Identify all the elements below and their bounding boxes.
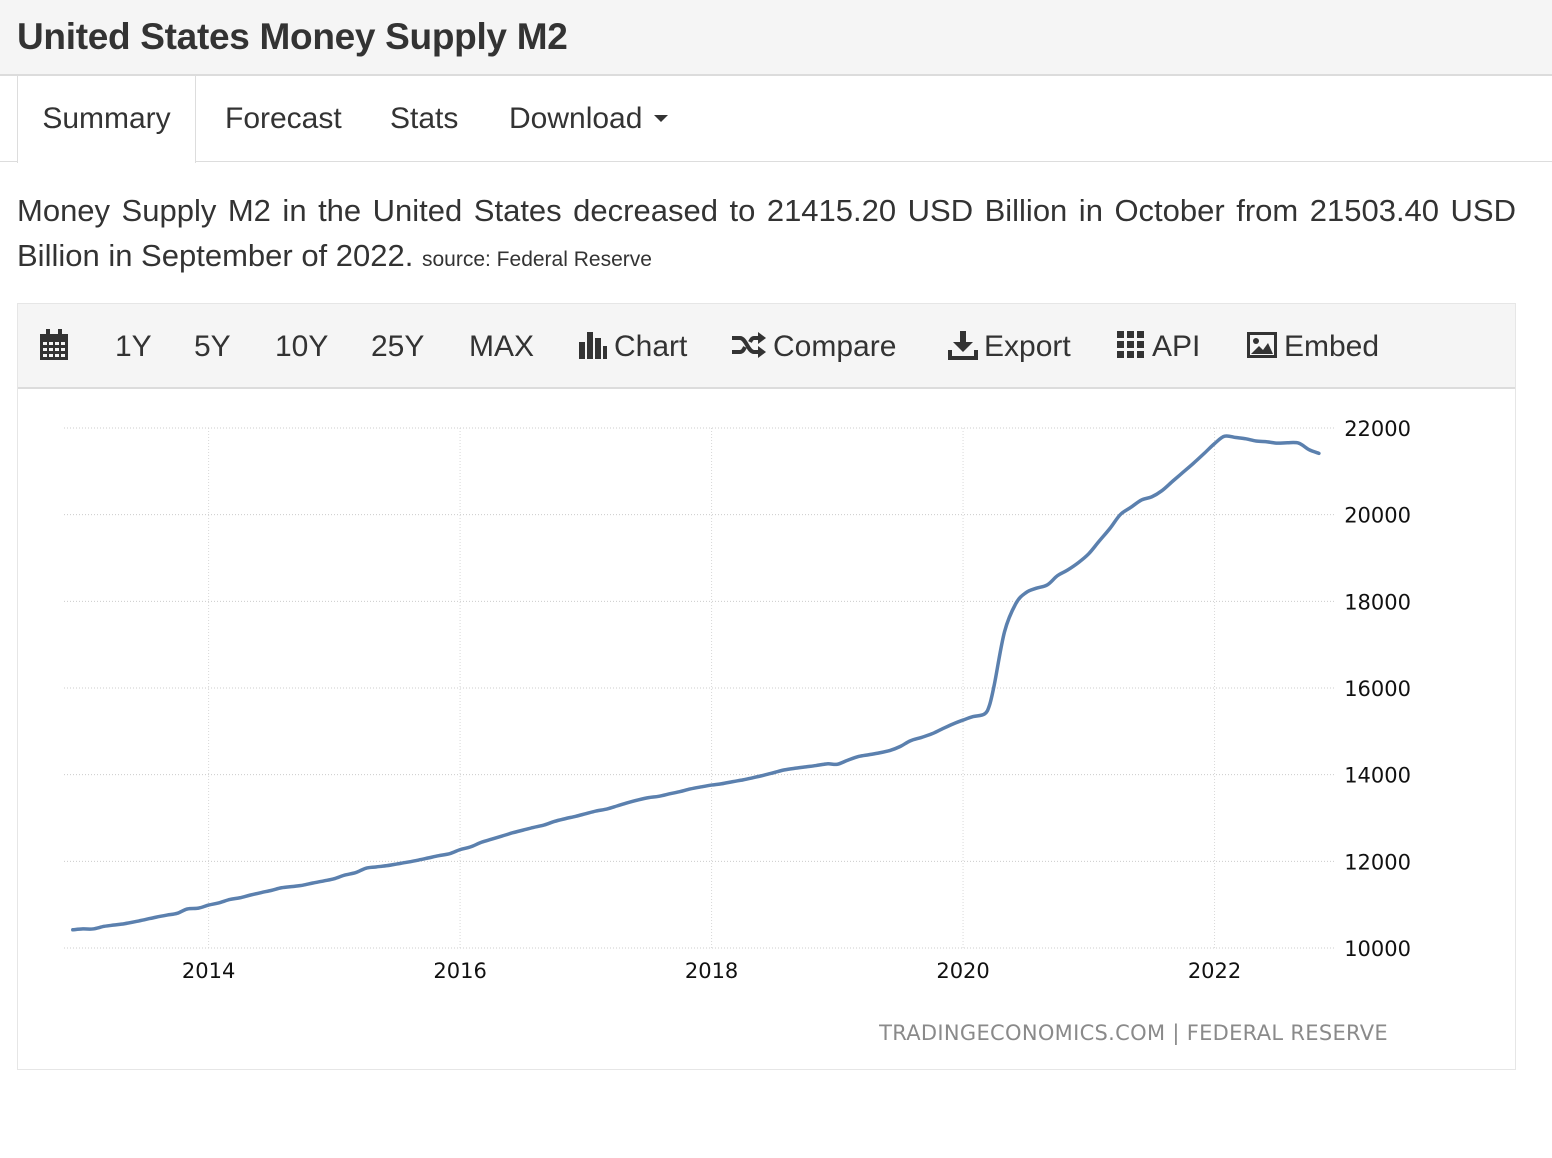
caret-down-icon	[654, 114, 669, 122]
x-tick-label: 2016	[433, 959, 486, 983]
tab-stats[interactable]: Stats	[390, 102, 459, 135]
axis-layer: 10000 12000 14000 16000 18000 20000 22000 2014 2…	[182, 417, 1411, 983]
range-10y-button[interactable]: 10Y	[275, 330, 329, 363]
grid-icon	[1117, 331, 1144, 359]
range-25y-button[interactable]: 25Y	[371, 330, 425, 363]
summary-paragraph: Money Supply M2 in the United States dec…	[17, 188, 1516, 282]
calendar-button[interactable]	[39, 304, 69, 389]
y-tick-label: 22000	[1344, 417, 1411, 441]
y-tick-label: 16000	[1344, 677, 1411, 701]
shuffle-icon	[732, 332, 766, 359]
tab-forecast[interactable]: Forecast	[225, 102, 342, 135]
range-max-button[interactable]: MAX	[469, 330, 535, 363]
grid-layer	[64, 427, 1334, 949]
tab-bar: Summary Forecast Stats Download	[0, 76, 1552, 163]
y-tick-label: 12000	[1344, 850, 1411, 874]
y-tick-label: 14000	[1344, 764, 1411, 788]
y-tick-label: 20000	[1344, 504, 1411, 528]
range-1y-button[interactable]: 1Y	[115, 330, 152, 363]
chart-container: 1Y 5Y 10Y 25Y MAX Chart Compare	[17, 303, 1516, 1070]
chart-toolbar: 1Y 5Y 10Y 25Y MAX Chart Compare	[18, 304, 1515, 389]
y-tick-label: 18000	[1344, 590, 1411, 614]
embed-button[interactable]: Embed	[1246, 304, 1379, 389]
line-chart: 10000 12000 14000 16000 18000 20000 22000 2014 2…	[64, 417, 1411, 1046]
export-button[interactable]: Export	[948, 304, 1071, 389]
series-line-0[interactable]	[71, 434, 1321, 932]
calendar-icon	[40, 329, 68, 361]
title-bar: United States Money Supply M2	[0, 0, 1552, 76]
tab-summary[interactable]: Summary	[17, 76, 196, 163]
x-tick-label: 2020	[936, 959, 989, 983]
chart-credit: TRADINGECONOMICS.COM | FEDERAL RESERVE	[878, 1021, 1388, 1046]
x-tick-label: 2014	[182, 959, 235, 983]
tab-download[interactable]: Download	[509, 76, 669, 162]
page-title: United States Money Supply M2	[17, 16, 568, 57]
x-tick-label: 2022	[1188, 959, 1241, 983]
chart-button-label: Chart	[614, 330, 688, 363]
api-button-label: API	[1152, 330, 1201, 363]
image-icon	[1247, 332, 1277, 359]
source-text: source: Federal Reserve	[421, 248, 652, 271]
compare-button-label: Compare	[773, 330, 897, 363]
api-button[interactable]: API	[1116, 304, 1200, 389]
export-button-label: Export	[984, 330, 1071, 363]
chart-button[interactable]: Chart	[578, 304, 687, 389]
embed-button-label: Embed	[1284, 330, 1380, 363]
summary-text: Money Supply M2 in the United States dec…	[17, 193, 1516, 273]
tab-download-label: Download	[509, 102, 643, 135]
download-icon	[948, 331, 978, 361]
range-5y-button[interactable]: 5Y	[194, 330, 231, 363]
compare-button[interactable]: Compare	[731, 304, 896, 389]
x-tick-label: 2018	[685, 959, 738, 983]
y-tick-label: 10000	[1344, 937, 1411, 961]
series-layer	[71, 434, 1321, 932]
bar-chart-icon	[579, 332, 607, 360]
